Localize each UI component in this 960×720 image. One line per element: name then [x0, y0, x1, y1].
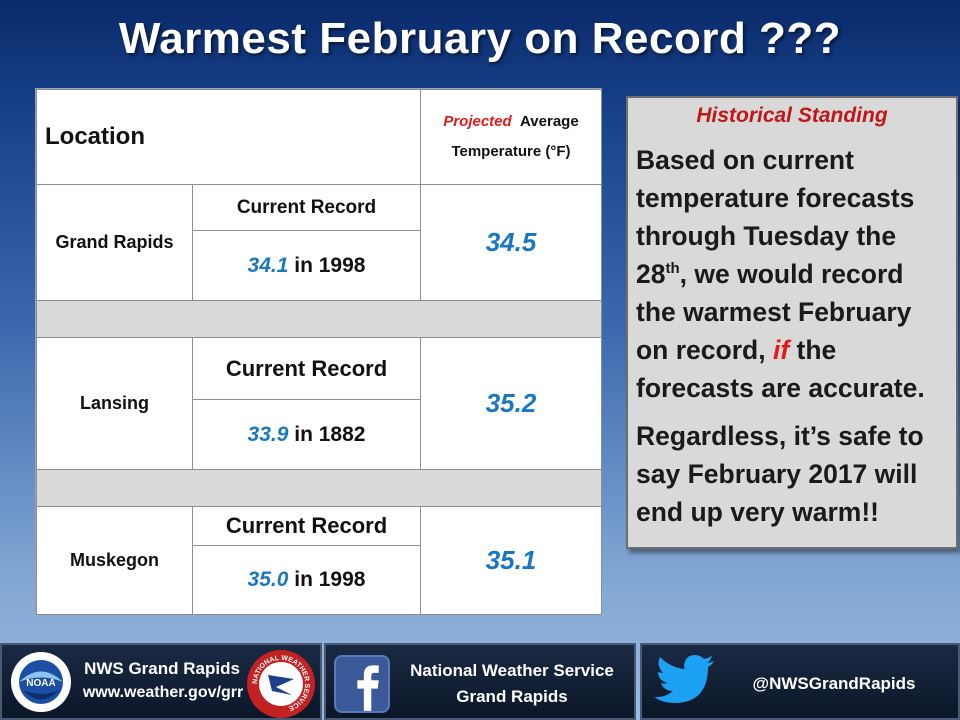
- nws-logo-icon[interactable]: NATIONAL WEATHER SERVICE: [246, 649, 316, 719]
- footer-nws-name: NWS Grand Rapids: [84, 659, 240, 678]
- twitter-bird-icon[interactable]: [652, 655, 716, 709]
- footer-facebook-panel: National Weather Service Grand Rapids: [324, 643, 636, 720]
- row-separator: [36, 300, 602, 338]
- record-value: 35.0 in 1998: [192, 545, 421, 615]
- record-value: 33.9 in 1882: [192, 399, 421, 470]
- current-record-label: Current Record: [192, 184, 421, 231]
- regardless-text: Regardless, it’s safe to say February 20…: [636, 421, 924, 527]
- header-projected: Projected Average Temperature (°F): [420, 89, 602, 185]
- location-name: Grand Rapids: [36, 184, 193, 301]
- historical-standing-box: Historical Standing Based on current tem…: [626, 96, 958, 549]
- records-table: Location Projected Average Temperature (…: [35, 88, 602, 615]
- footer-nws-panel: NOAA NWS Grand Rapids www.weather.gov/gr…: [0, 643, 322, 720]
- footer-nws-url[interactable]: www.weather.gov/grr: [82, 684, 244, 701]
- location-name: Muskegon: [36, 506, 193, 615]
- emphasis-if: if: [772, 335, 790, 365]
- header-temperature: Temperature (°F): [451, 143, 571, 160]
- current-record-label: Current Record: [192, 337, 421, 400]
- location-name: Lansing: [36, 337, 193, 470]
- noaa-badge-text: NOAA: [26, 678, 55, 689]
- historical-standing-text: Based on current temperature forecasts t…: [636, 141, 948, 407]
- record-in: in: [294, 253, 313, 277]
- record-year: 1882: [318, 422, 366, 446]
- record-in: in: [294, 568, 313, 591]
- record-year: 1998: [318, 568, 366, 591]
- current-record-label: Current Record: [192, 506, 421, 546]
- header-projected-red: Projected: [443, 113, 512, 130]
- header-projected-rest: Average: [520, 113, 579, 130]
- projected-value: 35.2: [420, 337, 602, 470]
- header-location: Location: [36, 89, 421, 185]
- record-temp: 33.9: [247, 422, 289, 446]
- record-value: 34.1 in 1998: [192, 230, 421, 301]
- footer-twitter-panel: @NWSGrandRapids: [640, 643, 960, 720]
- ordinal-suffix: th: [665, 260, 680, 278]
- noaa-logo-icon[interactable]: NOAA: [10, 651, 72, 713]
- record-year: 1998: [318, 253, 366, 277]
- record-temp: 34.1: [247, 253, 289, 277]
- projected-value: 35.1: [420, 506, 602, 615]
- page-title: Warmest February on Record ???: [118, 14, 842, 63]
- record-in: in: [294, 422, 313, 446]
- row-separator: [36, 469, 602, 507]
- twitter-handle[interactable]: @NWSGrandRapids: [752, 674, 916, 693]
- para1-part-a: Based on current temperature forecasts t…: [636, 145, 915, 289]
- para1-part-c: the forecasts are accurate.: [636, 335, 925, 403]
- record-temp: 35.0: [247, 568, 289, 591]
- footer-office-name: Grand Rapids: [456, 687, 568, 706]
- footer-nws-title: National Weather Service: [410, 661, 614, 680]
- projected-value: 34.5: [420, 184, 602, 301]
- facebook-icon[interactable]: [334, 655, 390, 713]
- footer-bar: NOAA NWS Grand Rapids www.weather.gov/gr…: [0, 643, 960, 720]
- historical-standing-heading: Historical Standing: [696, 104, 888, 127]
- header-projected-line1: Projected Average: [443, 107, 578, 137]
- para1-part-b: , we would record the warmest February o…: [636, 259, 912, 365]
